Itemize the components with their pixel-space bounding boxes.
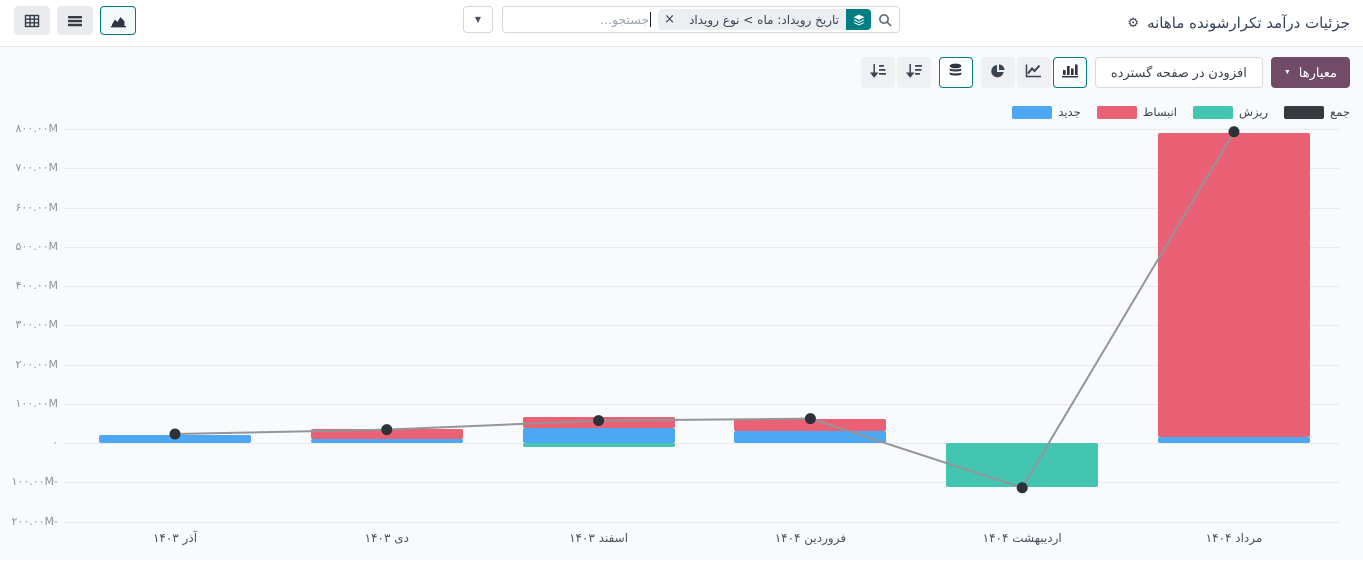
- page-title: جزئیات درآمد تکرارشونده ماهانه: [1147, 14, 1350, 32]
- x-tick-label: مرداد ۱۴۰۴: [1205, 531, 1263, 545]
- y-tick-label: ۱۰۰.۰۰M: [15, 396, 58, 410]
- y-tick-label: ۵۰۰.۰۰M: [15, 239, 58, 253]
- y-tick-label: ۱۰۰.۰۰M-: [11, 475, 59, 489]
- facet-label: تاریخ رویداد: ماه > نوع رویداد: [689, 12, 839, 27]
- legend-label-expansion: انبساط: [1142, 105, 1177, 119]
- legend-label-churn: ریزش: [1238, 105, 1269, 119]
- grid-line: [64, 325, 1340, 327]
- grid-line: [64, 482, 1340, 484]
- add-to-spreadsheet-button[interactable]: افزودن در صفحه گسترده: [1094, 57, 1263, 88]
- pivot-view-button[interactable]: [14, 6, 50, 35]
- line-point-total[interactable]: [1228, 126, 1240, 138]
- pie-chart-button[interactable]: [980, 57, 1015, 88]
- bar-chart-button[interactable]: [1052, 57, 1087, 88]
- x-tick-label: فروردین ۱۴۰۴: [774, 531, 847, 545]
- bar-new[interactable]: [522, 428, 675, 443]
- control-panel: ▼ تاریخ رویداد: ماه > نوع رویداد ×: [0, 0, 1363, 46]
- grid-line: [64, 403, 1340, 405]
- y-tick-label: ۷۰۰.۰۰M: [15, 161, 58, 175]
- gear-icon[interactable]: ⚙: [1127, 15, 1140, 31]
- sort-buttons: [860, 57, 931, 88]
- list-icon: [67, 13, 83, 29]
- grid-line: [64, 443, 1340, 444]
- grid-line: [64, 168, 1340, 170]
- line-point-total[interactable]: [1016, 482, 1028, 494]
- measures-label: معیارها: [1298, 64, 1337, 80]
- search-options-toggle[interactable]: ▼: [463, 6, 493, 33]
- line-point-total[interactable]: [593, 415, 605, 427]
- sort-amount-desc-icon: [905, 63, 923, 82]
- grid-line: [64, 129, 1340, 130]
- x-tick-label: دی ۱۴۰۳: [364, 531, 409, 545]
- search-icon: [878, 13, 892, 27]
- y-tick-label: ۲۰۰.۰۰M: [15, 357, 58, 371]
- bar-chart-icon: [1061, 63, 1079, 82]
- bar-churn[interactable]: [522, 443, 675, 447]
- legend-item-expansion[interactable]: انبساط: [1096, 105, 1177, 119]
- pivot-icon: [24, 13, 40, 29]
- legend-item-new[interactable]: جدید: [1012, 105, 1081, 119]
- search-facet: تاریخ رویداد: ماه > نوع رویداد ×: [658, 9, 871, 30]
- chart-legend: جدید انبساط ریزش جمع: [1012, 105, 1350, 119]
- bar-churn[interactable]: [946, 443, 1099, 487]
- chart-type-buttons: [980, 57, 1087, 88]
- y-tick-label: ۶۰۰.۰۰M: [15, 200, 58, 214]
- search-placeholder: جستجو...: [600, 12, 650, 27]
- grid-line: [64, 521, 1340, 523]
- area-chart-icon: [110, 13, 127, 29]
- line-point-total[interactable]: [169, 428, 181, 440]
- pie-chart-icon: [990, 63, 1006, 83]
- search-text-area[interactable]: جستجو...: [510, 12, 652, 27]
- line-point-total[interactable]: [804, 413, 816, 425]
- facet-remove-icon[interactable]: ×: [664, 12, 676, 27]
- line-chart-button[interactable]: [1016, 57, 1051, 88]
- legend-swatch-total: [1284, 105, 1325, 119]
- sort-amount-asc-icon: [869, 63, 887, 82]
- y-tick-label: ۲۰۰.۰۰M-: [11, 514, 59, 528]
- breadcrumb: جزئیات درآمد تکرارشونده ماهانه ⚙: [1127, 0, 1350, 46]
- graph-toolbar: افزودن در صفحه گسترده معیارها ▼: [860, 57, 1350, 88]
- bar-expansion[interactable]: [1158, 132, 1310, 438]
- bar-new[interactable]: [310, 439, 463, 443]
- chevron-down-icon: ▼: [474, 15, 482, 24]
- chart-canvas: ۸۰۰.۰۰M ۷۰۰.۰۰M ۶۰۰.۰۰M ۵۰۰.۰۰M ۴۰۰.۰۰M ۳۰۰.۰…: [0, 47, 1363, 560]
- search-input[interactable]: تاریخ رویداد: ماه > نوع رویداد × جستجو..…: [502, 6, 900, 33]
- y-tick-label: ۳۰۰.۰۰M: [15, 318, 58, 332]
- legend-label-new: جدید: [1058, 105, 1081, 119]
- legend-item-churn[interactable]: ریزش: [1192, 105, 1269, 119]
- x-tick-label: اسفند ۱۴۰۳: [569, 531, 629, 545]
- legend-label-total: جمع: [1330, 105, 1350, 119]
- x-tick-label: آذر ۱۴۰۳: [152, 531, 198, 545]
- stacked-toggle-button[interactable]: [938, 57, 973, 88]
- legend-swatch-new: [1012, 105, 1053, 119]
- legend-swatch-churn: [1192, 105, 1233, 119]
- measures-button[interactable]: معیارها ▼: [1270, 57, 1350, 88]
- stacked-database-icon: [948, 63, 963, 83]
- line-point-total[interactable]: [381, 424, 393, 436]
- group-by-icon: [846, 9, 871, 30]
- text-cursor: [650, 12, 652, 27]
- graph-view-button[interactable]: [100, 6, 136, 35]
- bar-new[interactable]: [1158, 437, 1310, 443]
- line-chart-icon: [1025, 63, 1042, 82]
- y-tick-label: ۴۰۰.۰۰M: [15, 279, 58, 292]
- y-tick-label: ۸۰۰.۰۰M: [15, 122, 58, 135]
- list-view-button[interactable]: [57, 6, 93, 35]
- grid-line: [64, 207, 1340, 209]
- y-tick-label: ۰: [52, 436, 58, 449]
- legend-item-total[interactable]: جمع: [1284, 105, 1350, 119]
- grid-line: [64, 246, 1340, 248]
- grid-line: [64, 364, 1340, 366]
- grid-line: [64, 286, 1340, 287]
- sort-ascending-button[interactable]: [860, 57, 895, 88]
- sort-descending-button[interactable]: [896, 57, 931, 88]
- search-bar: ▼ تاریخ رویداد: ماه > نوع رویداد ×: [463, 6, 900, 33]
- bar-new[interactable]: [734, 431, 887, 443]
- view-switcher: [14, 6, 136, 35]
- graph-view: افزودن در صفحه گسترده معیارها ▼ جدید انبس…: [0, 46, 1363, 560]
- legend-swatch-expansion: [1096, 105, 1137, 119]
- caret-down-icon: ▼: [1283, 69, 1291, 76]
- x-tick-label: اردیبهشت ۱۴۰۴: [982, 531, 1062, 545]
